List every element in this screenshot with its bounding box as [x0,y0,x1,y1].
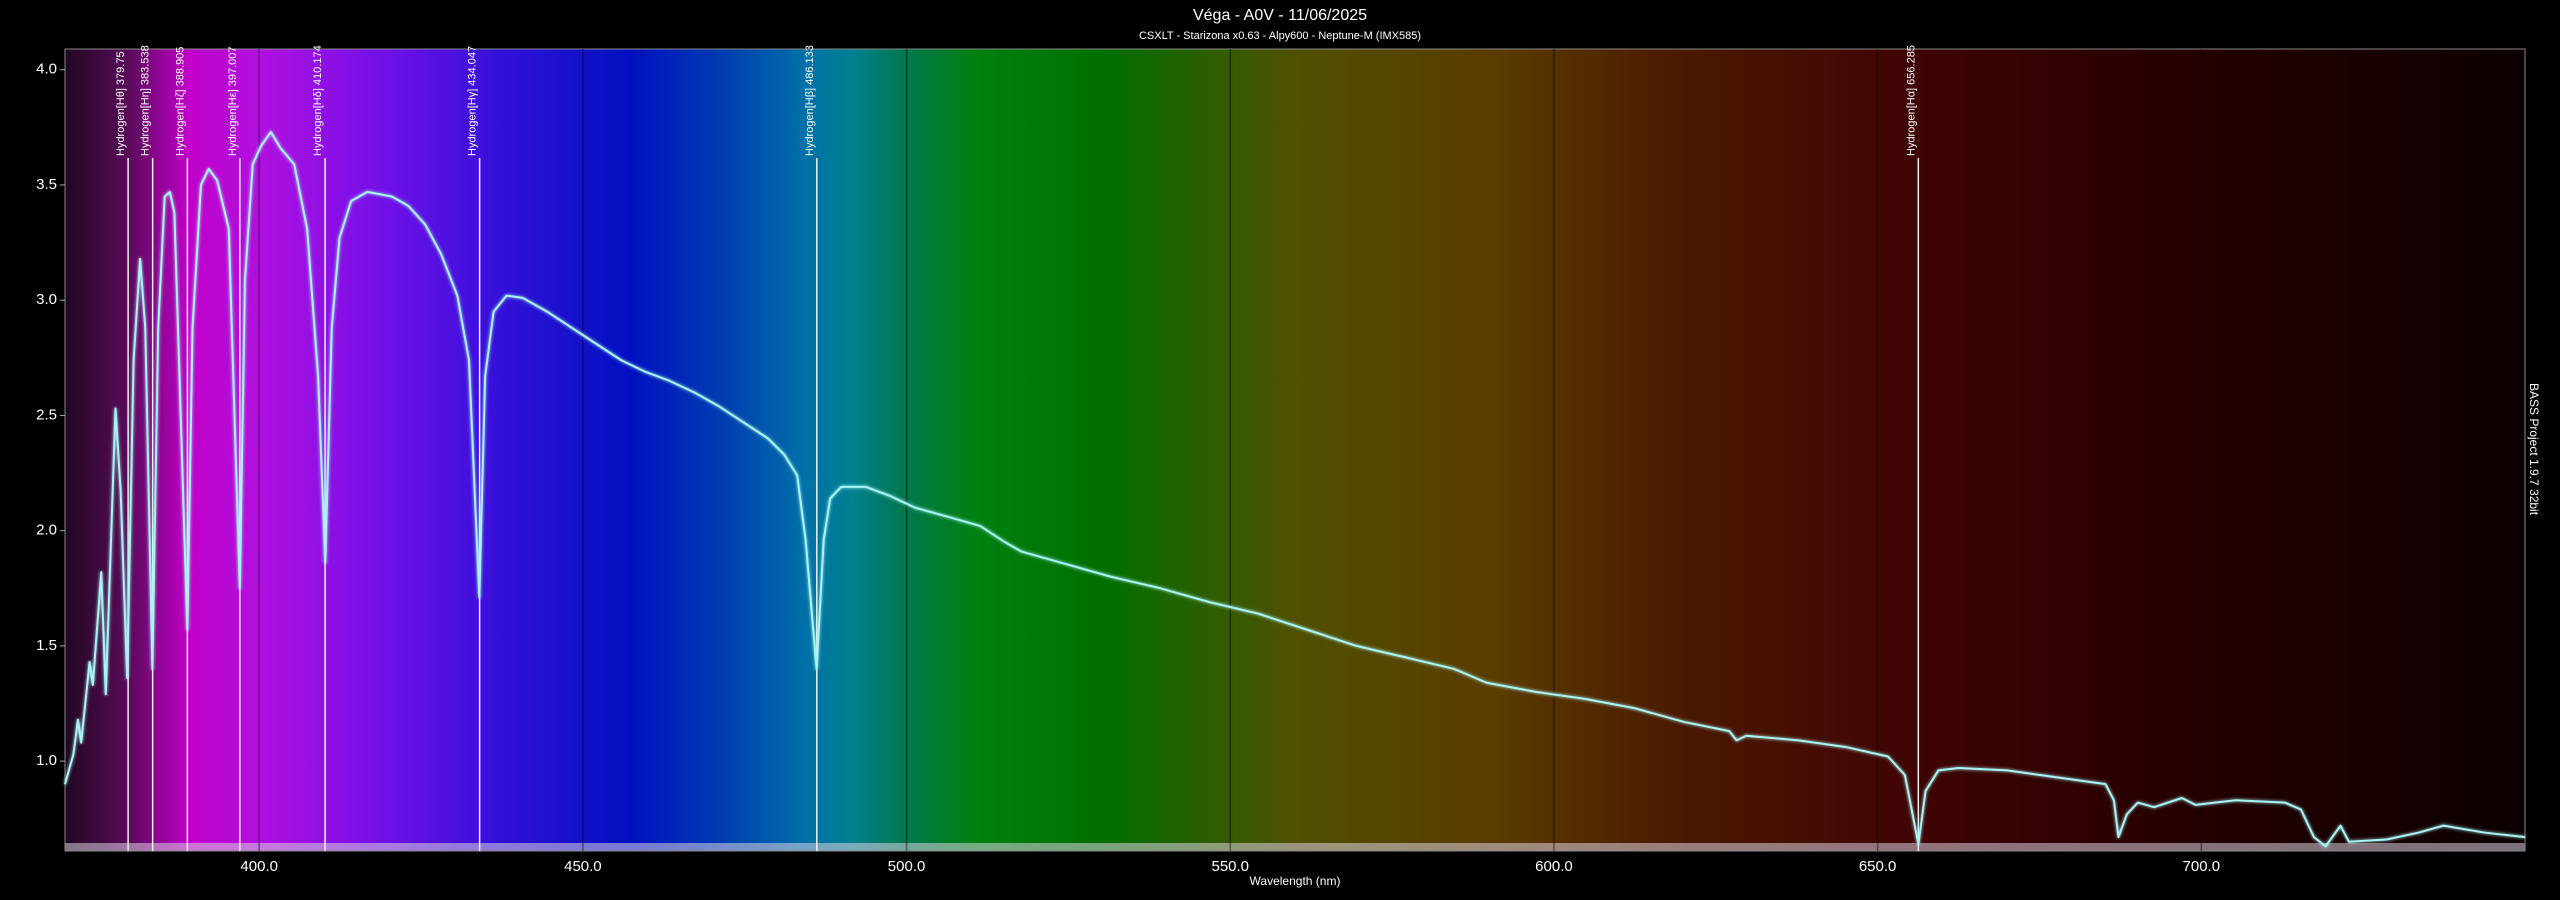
annotation-label: Hydrogen[Hη] 383.538 [140,45,152,156]
annotation-label: Hydrogen[Hε] 397.007 [227,47,239,156]
plot-frame [64,48,2526,852]
chart-title: Véga - A0V - 11/06/2025 [1193,7,1367,24]
annotation-label: Hydrogen[Hγ] 434.047 [467,46,479,156]
x-tick-label: 500.0 [888,858,926,875]
annotation-label: Hydrogen[Hα] 656.285 [1905,45,1917,156]
y-tick-label: 1.0 [36,752,57,769]
baseline-band [65,843,2525,851]
y-tick-label: 2.0 [36,522,57,539]
annotation-label: Hydrogen[Hβ] 486.133 [804,45,816,156]
y-tick-label: 2.5 [36,406,57,423]
x-tick-label: 400.0 [240,858,278,875]
y-tick-label: 3.0 [36,291,57,308]
x-axis-label: Wavelength (nm) [1250,874,1341,888]
y-tick-label: 1.5 [36,637,57,654]
watermark: BASS Project 1.9.7 32bit [2527,383,2541,516]
annotation-label: Hydrogen[Hζ] 388.905 [174,47,186,156]
x-tick-label: 450.0 [564,858,602,875]
x-tick-label: 700.0 [2183,858,2221,875]
x-tick-label: 650.0 [1859,858,1897,875]
y-tick-label: 3.5 [36,176,57,193]
x-tick-label: 600.0 [1535,858,1573,875]
x-tick-label: 550.0 [1211,858,1249,875]
annotation-label: Hydrogen[Hδ] 410.174 [312,45,324,156]
chart-subtitle: CSXLT - Starizona x0.63 - Alpy600 - Nept… [1139,30,1421,42]
annotation-label: Hydrogen[Hθ] 379.75 [115,51,127,156]
y-tick-label: 4.0 [36,61,57,78]
spectrum-background [65,49,2525,851]
spectrum-line [64,130,2526,848]
